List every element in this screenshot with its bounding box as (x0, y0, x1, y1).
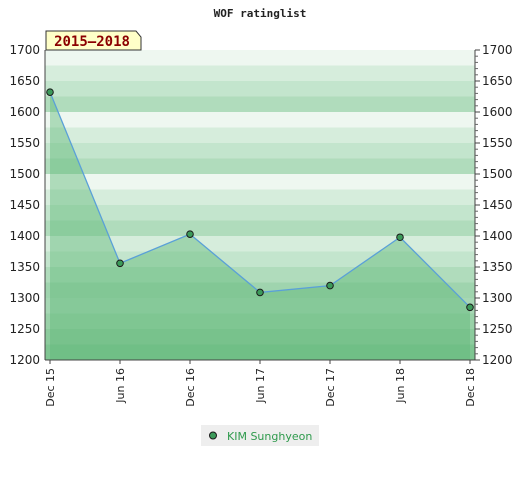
data-point (256, 288, 264, 297)
y-axis-right: 1200 1250 1300 1350 1400 1450 1500 1550 1600 1650… (475, 43, 513, 367)
grid-band (45, 344, 475, 360)
legend[interactable]: KIM Sunghyeon (201, 425, 319, 446)
grid-band (45, 65, 475, 81)
legend-label: KIM Sunghyeon (227, 430, 312, 443)
y-tick-label-left: 1200 (9, 353, 40, 367)
grid-band (45, 205, 475, 221)
x-tick-label: Dec 16 (184, 368, 197, 407)
y-tick-label-right: 1500 (482, 167, 513, 181)
series-points (46, 88, 474, 312)
y-tick-label-left: 1650 (9, 74, 40, 88)
period-badge-label: 2015–2018 (54, 34, 130, 50)
x-tick-label: Dec 15 (44, 368, 57, 407)
grid-band (45, 313, 475, 329)
grid-band (45, 174, 475, 190)
y-tick-label-left: 1600 (9, 105, 40, 119)
y-tick-label-left: 1400 (9, 229, 40, 243)
y-tick-label-right: 1200 (482, 353, 513, 367)
data-point (396, 233, 404, 242)
grid-band (45, 298, 475, 314)
y-tick-label-left: 1700 (9, 43, 40, 57)
grid-band (45, 96, 475, 112)
y-tick-label-right: 1650 (482, 74, 513, 88)
y-tick-label-left: 1550 (9, 136, 40, 150)
y-tick-label-left: 1350 (9, 260, 40, 274)
y-tick-label-right: 1450 (482, 198, 513, 212)
y-axis-left: 1200 1250 1300 1350 1400 1450 1500 1550 1600 1650… (9, 43, 40, 367)
period-badge: 2015–2018 (45, 30, 142, 51)
data-point (186, 230, 194, 238)
x-tick-label: Jun 18 (394, 368, 407, 404)
data-point (326, 281, 334, 290)
grid-band (45, 267, 475, 283)
y-tick-label-right: 1550 (482, 136, 513, 150)
y-tick-label-right: 1300 (482, 291, 513, 305)
x-tick-label: Jun 16 (114, 368, 127, 404)
data-point (466, 303, 474, 312)
series-area (50, 92, 470, 360)
y-tick-label-right: 1350 (482, 260, 513, 274)
grid-band (45, 81, 475, 97)
chart-title: WOF ratinglist (214, 7, 307, 20)
y-tick-label-left: 1450 (9, 198, 40, 212)
grid-band (45, 251, 475, 267)
grid-band (45, 143, 475, 159)
grid-band (45, 329, 475, 345)
x-tick-label: Dec 17 (324, 368, 337, 407)
y-tick-label-right: 1400 (482, 229, 513, 243)
y-tick-label-left: 1300 (9, 291, 40, 305)
grid-band (45, 189, 475, 205)
data-point (116, 259, 124, 268)
y-tick-label-left: 1250 (9, 322, 40, 336)
y-tick-label-right: 1700 (482, 43, 513, 57)
grid-band (45, 112, 475, 128)
y-tick-label-right: 1250 (482, 322, 513, 336)
grid-band (45, 158, 475, 174)
legend-marker (209, 431, 217, 440)
x-axis: Dec 15 Jun 16 Dec 16 Jun 17 Dec 17 Jun 18 Dec … (44, 360, 477, 407)
grid-band (45, 50, 475, 66)
grid-band (45, 236, 475, 252)
data-point (46, 88, 54, 96)
y-tick-label-left: 1500 (9, 167, 40, 181)
x-tick-label: Jun 17 (254, 368, 267, 404)
grid-band (45, 127, 475, 143)
grid-band (45, 220, 475, 236)
y-tick-label-right: 1600 (482, 105, 513, 119)
background-bands (45, 50, 475, 360)
x-tick-label: Dec 18 (464, 368, 477, 407)
